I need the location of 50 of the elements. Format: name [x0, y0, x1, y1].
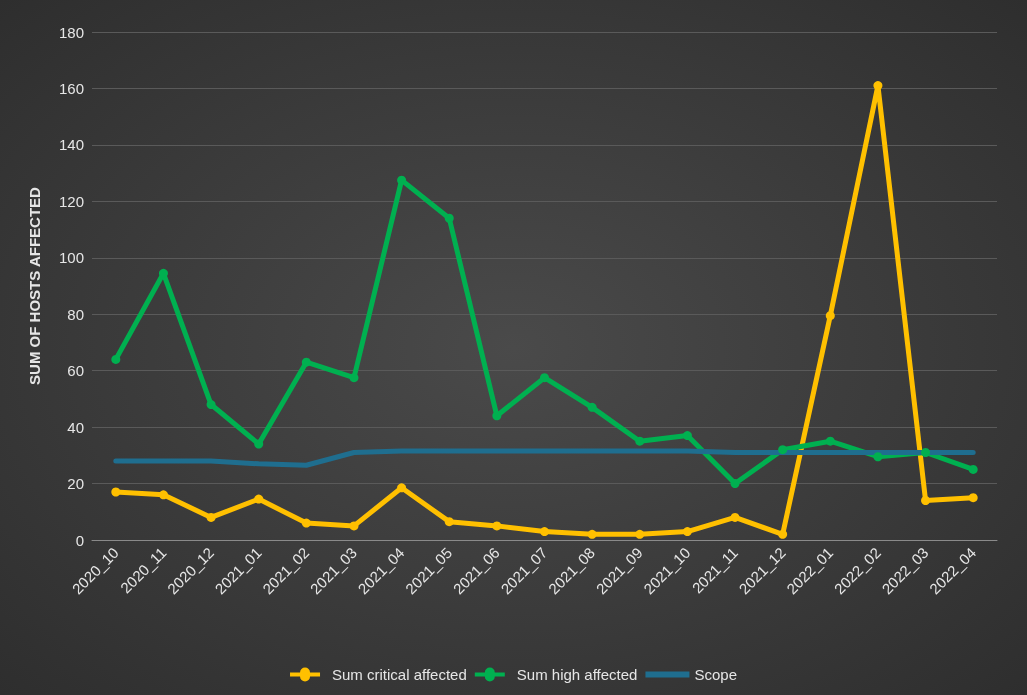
point	[730, 479, 740, 489]
point	[730, 512, 740, 522]
point	[873, 452, 883, 462]
point	[825, 436, 835, 446]
point	[587, 402, 597, 412]
point	[587, 529, 597, 539]
point	[349, 373, 359, 383]
y-tick-label: 80	[67, 305, 84, 323]
point	[158, 490, 168, 500]
point	[349, 521, 359, 531]
point	[635, 529, 645, 539]
point	[301, 518, 311, 528]
point	[968, 464, 978, 474]
point	[397, 483, 407, 493]
point	[778, 445, 788, 455]
point	[111, 354, 121, 364]
legend-label: Sum critical affected	[332, 666, 467, 683]
y-tick-label: 20	[67, 475, 84, 493]
point	[968, 493, 978, 503]
y-tick-label: 60	[67, 362, 84, 380]
y-tick-label: 100	[58, 249, 84, 267]
legend-label: Scope	[694, 666, 737, 683]
point	[397, 175, 407, 185]
point	[540, 373, 549, 383]
point	[778, 529, 788, 539]
point	[254, 494, 264, 504]
point	[492, 521, 502, 531]
point	[111, 487, 121, 497]
point	[206, 512, 216, 522]
y-tick-label: 120	[58, 192, 84, 210]
y-tick-label: 40	[67, 418, 84, 436]
point	[254, 439, 264, 449]
point	[682, 431, 692, 441]
y-axis-title: SUM OF HOSTS AFFECTED	[26, 186, 43, 385]
point	[825, 311, 835, 321]
point	[444, 213, 454, 223]
y-tick-label: 0	[75, 531, 84, 549]
legend-label: Sum high affected	[516, 666, 638, 683]
y-tick-label: 180	[58, 23, 84, 41]
point	[682, 527, 692, 537]
point	[444, 517, 454, 527]
point	[206, 400, 216, 410]
y-tick-label: 160	[58, 79, 84, 97]
y-tick-label: 140	[58, 136, 84, 154]
point	[540, 527, 549, 537]
point	[492, 411, 502, 421]
point	[301, 357, 311, 367]
point	[921, 495, 931, 505]
point	[921, 448, 931, 458]
point	[635, 436, 645, 446]
